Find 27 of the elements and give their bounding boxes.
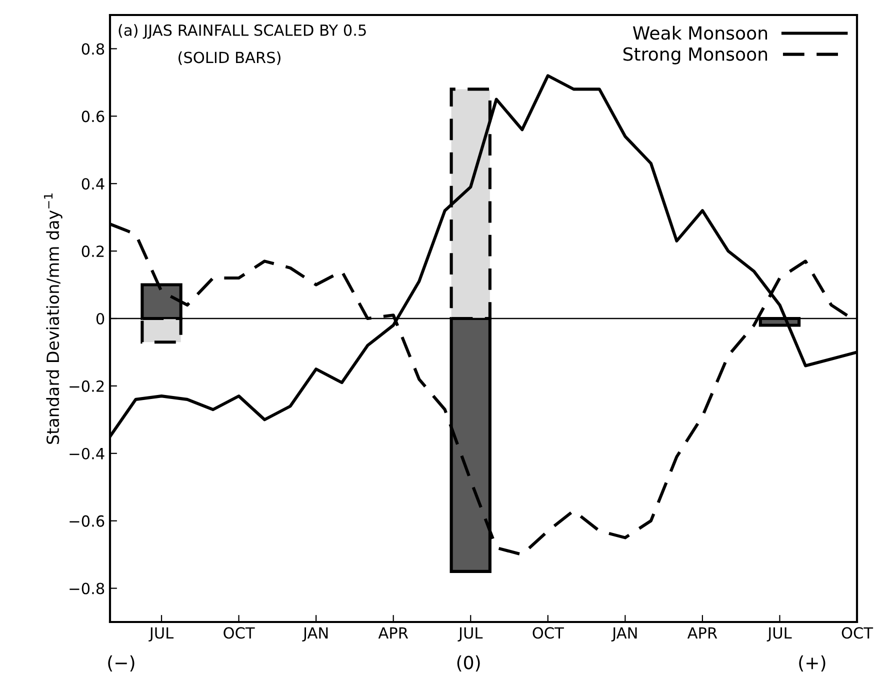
y-tick-label: −0.6	[70, 515, 104, 527]
annotation: (SOLID BARS)	[178, 51, 280, 66]
x-tick-label: OCT	[532, 627, 564, 639]
legend-label: Strong Monsoon	[623, 47, 767, 64]
y-tick-label: 0.2	[82, 246, 104, 258]
x-tick-label: APR	[687, 627, 718, 638]
annotation: (a) JJAS RAINFALL SCALED BY 0.5	[118, 24, 366, 39]
y-tick-label: −0.8	[70, 582, 104, 594]
x-tick-label: JUL	[766, 627, 792, 642]
y-tick-label: 0.4	[82, 178, 104, 190]
x-tick-label: JAN	[611, 627, 637, 642]
y-axis-title: Standard Deviation/mm day$^{−1}$	[44, 194, 62, 444]
text: (0)	[457, 655, 480, 672]
x-tick-label: JUL	[148, 627, 174, 642]
y-tick-label: −0.4	[70, 448, 104, 460]
x-tick-label: JUL	[458, 627, 483, 642]
x-tick-label: JAN	[302, 627, 328, 642]
y-tick-label: −0.2	[70, 380, 104, 392]
legend-label: Weak Monsoon	[632, 26, 767, 40]
x-tick-label: APR	[378, 627, 408, 638]
x-tick-label: OCT	[224, 627, 255, 639]
text: (+)	[799, 655, 826, 672]
y-tick-label: 0.8	[82, 43, 104, 55]
text: (−)	[108, 655, 134, 672]
y-tick-label: 0.6	[82, 110, 104, 122]
y-tick-label: 0	[96, 312, 104, 325]
x-tick-label: OCT	[842, 627, 874, 639]
